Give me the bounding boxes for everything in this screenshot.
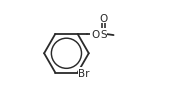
Text: O: O <box>99 14 108 24</box>
Text: S: S <box>100 30 107 40</box>
Text: Br: Br <box>78 68 90 78</box>
Text: O: O <box>91 30 99 40</box>
